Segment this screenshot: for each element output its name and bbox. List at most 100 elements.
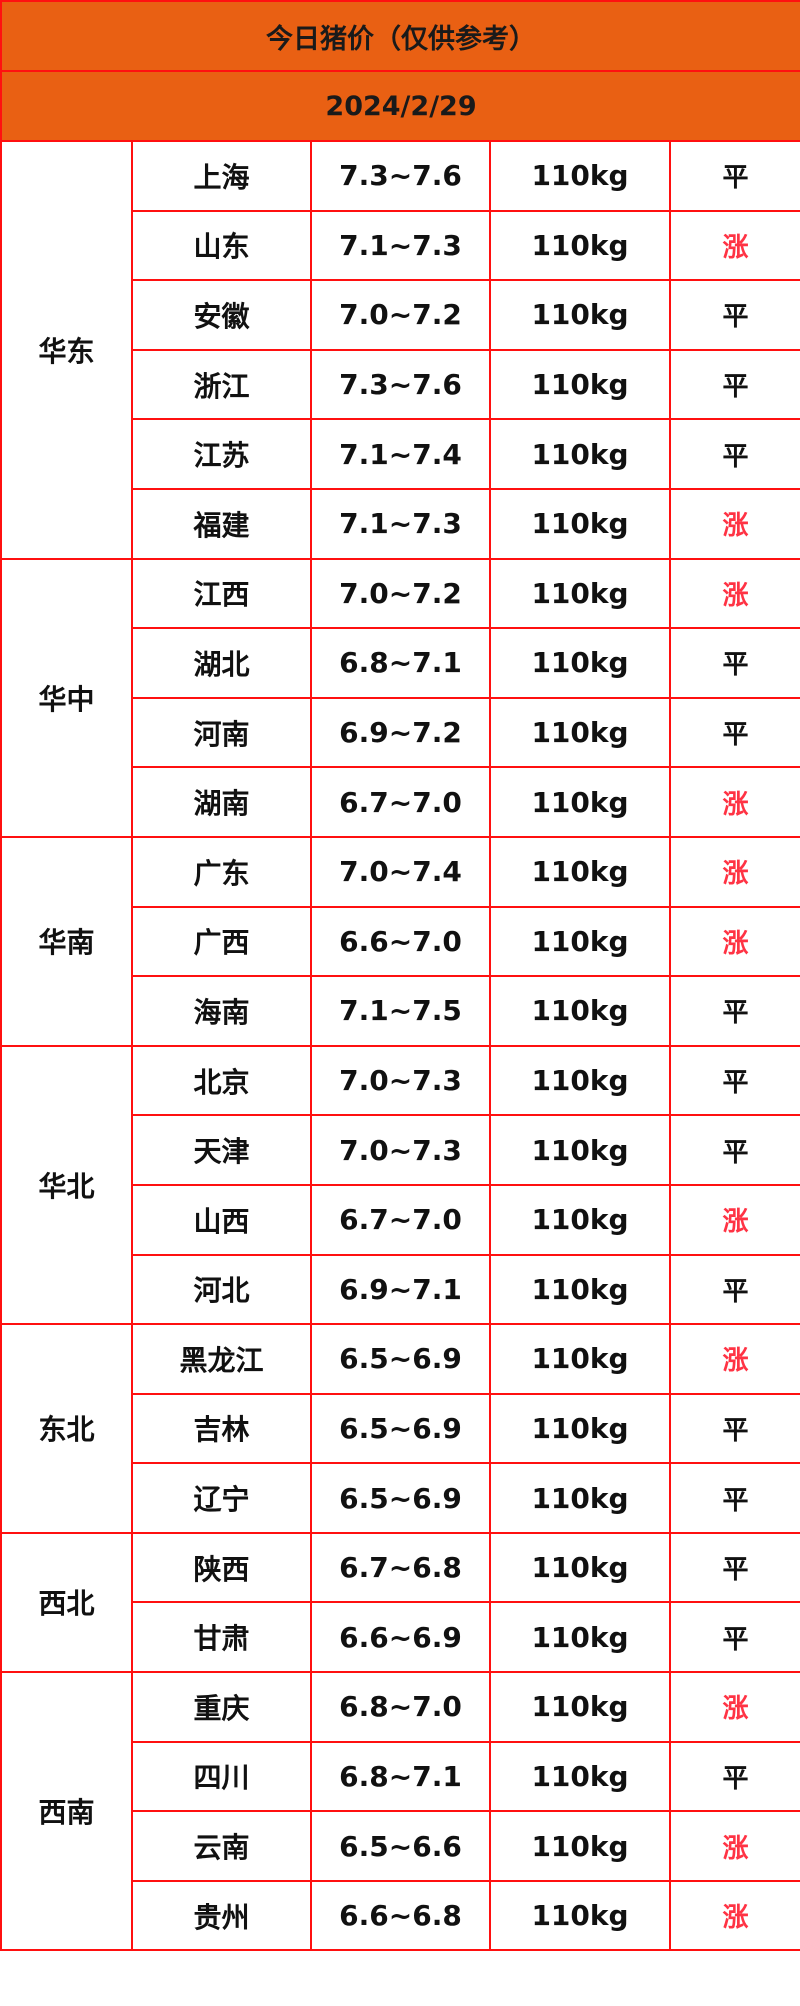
- province-cell: 黑龙江: [131, 1323, 312, 1395]
- trend-cell: 平: [668, 140, 800, 212]
- province-cell: 江苏: [131, 418, 312, 490]
- region-cell: 西北: [0, 1531, 133, 1674]
- price-cell: 6.9~7.2: [310, 696, 491, 769]
- table-row: 广西 6.6~7.0 110kg 涨: [1, 905, 800, 978]
- province-cell: 湖北: [131, 627, 312, 699]
- table-row: 贵州 6.6~6.8 110kg 涨: [1, 1879, 800, 1952]
- price-cell: 6.7~6.8: [310, 1531, 491, 1604]
- trend-cell: 涨: [668, 1323, 800, 1395]
- table-row: 海南 7.1~7.5 110kg 平: [1, 975, 800, 1047]
- price-cell: 7.1~7.5: [310, 975, 491, 1047]
- price-cell: 7.0~7.2: [310, 557, 491, 630]
- weight-cell: 110kg: [489, 279, 671, 351]
- price-cell: 6.5~6.9: [310, 1462, 491, 1534]
- trend-cell: 涨: [668, 487, 800, 560]
- trend-cell: 涨: [668, 1183, 800, 1256]
- trend-cell: 平: [668, 1740, 800, 1813]
- province-cell: 安徽: [131, 279, 312, 351]
- table-row: 山东 7.1~7.3 110kg 涨: [1, 209, 800, 282]
- table-row: 福建 7.1~7.3 110kg 涨: [1, 487, 800, 560]
- trend-cell: 平: [668, 975, 800, 1047]
- trend-cell: 涨: [668, 557, 800, 630]
- weight-cell: 110kg: [489, 1810, 671, 1882]
- weight-cell: 110kg: [489, 1879, 671, 1952]
- price-cell: 7.0~7.3: [310, 1114, 491, 1186]
- trend-cell: 涨: [668, 766, 800, 838]
- weight-cell: 110kg: [489, 1601, 671, 1674]
- trend-cell: 平: [668, 1531, 800, 1604]
- price-cell: 7.1~7.3: [310, 487, 491, 560]
- province-cell: 海南: [131, 975, 312, 1047]
- price-cell: 6.7~7.0: [310, 1183, 491, 1256]
- price-cell: 6.6~6.8: [310, 1879, 491, 1952]
- trend-cell: 平: [668, 1392, 800, 1465]
- province-cell: 甘肃: [131, 1601, 312, 1674]
- region-cell: 华北: [0, 1044, 133, 1326]
- province-cell: 广西: [131, 905, 312, 978]
- trend-cell: 平: [668, 696, 800, 769]
- table-row: 江苏 7.1~7.4 110kg 平: [1, 418, 800, 490]
- weight-cell: 110kg: [489, 1183, 671, 1256]
- trend-cell: 平: [668, 1253, 800, 1326]
- price-cell: 7.0~7.3: [310, 1044, 491, 1117]
- table-date: 2024/2/29: [0, 70, 800, 142]
- table-row: 华中 江西 7.0~7.2 110kg 涨: [0, 557, 800, 838]
- province-cell: 福建: [131, 487, 312, 560]
- table-row: 西南 重庆 6.8~7.0 110kg 涨: [0, 1671, 800, 1952]
- trend-cell: 涨: [668, 1879, 800, 1952]
- table-row: 华北 北京 7.0~7.3 110kg 平: [0, 1044, 800, 1326]
- weight-cell: 110kg: [489, 557, 671, 630]
- table-row: 甘肃 6.6~6.9 110kg 平: [1, 1601, 800, 1674]
- trend-cell: 平: [668, 348, 800, 421]
- trend-cell: 涨: [668, 835, 800, 908]
- province-cell: 湖南: [131, 766, 312, 838]
- weight-cell: 110kg: [489, 1044, 671, 1117]
- province-cell: 云南: [131, 1810, 312, 1882]
- price-cell: 6.5~6.9: [310, 1392, 491, 1465]
- region-cell: 华南: [0, 835, 133, 1047]
- price-cell: 6.8~7.1: [310, 1740, 491, 1813]
- weight-cell: 110kg: [489, 1462, 671, 1534]
- trend-cell: 平: [668, 1462, 800, 1534]
- province-cell: 江西: [131, 557, 312, 630]
- trend-cell: 平: [668, 1114, 800, 1186]
- weight-cell: 110kg: [489, 696, 671, 769]
- table-row: 湖南 6.7~7.0 110kg 涨: [1, 766, 800, 838]
- province-cell: 浙江: [131, 348, 312, 421]
- trend-cell: 平: [668, 418, 800, 490]
- table-row: 华东 上海 7.3~7.6 110kg 平: [0, 140, 800, 560]
- weight-cell: 110kg: [489, 1323, 671, 1395]
- table-title: 今日猪价（仅供参考）: [0, 0, 800, 72]
- table-row: 东北 黑龙江 6.5~6.9 110kg 涨: [0, 1323, 800, 1534]
- weight-cell: 110kg: [489, 1392, 671, 1465]
- weight-cell: 110kg: [489, 905, 671, 978]
- table-row: 吉林 6.5~6.9 110kg 平: [1, 1392, 800, 1465]
- table-row: 华南 广东 7.0~7.4 110kg 涨: [0, 835, 800, 1047]
- region-cell: 西南: [0, 1671, 133, 1952]
- province-cell: 贵州: [131, 1879, 312, 1952]
- weight-cell: 110kg: [489, 627, 671, 699]
- weight-cell: 110kg: [489, 1114, 671, 1186]
- province-cell: 河北: [131, 1253, 312, 1326]
- province-cell: 河南: [131, 696, 312, 769]
- trend-cell: 平: [668, 1044, 800, 1117]
- weight-cell: 110kg: [489, 975, 671, 1047]
- province-cell: 广东: [131, 835, 312, 908]
- pig-price-table: 今日猪价（仅供参考） 2024/2/29 华东 上海 7.3~7.6 110kg 平山东…: [0, 0, 800, 1952]
- price-cell: 6.5~6.9: [310, 1323, 491, 1395]
- weight-cell: 110kg: [489, 835, 671, 908]
- price-cell: 6.6~7.0: [310, 905, 491, 978]
- price-cell: 6.6~6.9: [310, 1601, 491, 1674]
- table-row: 天津 7.0~7.3 110kg 平: [1, 1114, 800, 1186]
- province-cell: 陕西: [131, 1531, 312, 1604]
- province-cell: 吉林: [131, 1392, 312, 1465]
- province-cell: 上海: [131, 140, 312, 212]
- table-row: 山西 6.7~7.0 110kg 涨: [1, 1183, 800, 1256]
- province-cell: 重庆: [131, 1671, 312, 1743]
- price-cell: 7.0~7.2: [310, 279, 491, 351]
- trend-cell: 涨: [668, 1671, 800, 1743]
- province-cell: 天津: [131, 1114, 312, 1186]
- weight-cell: 110kg: [489, 766, 671, 838]
- province-cell: 辽宁: [131, 1462, 312, 1534]
- weight-cell: 110kg: [489, 418, 671, 490]
